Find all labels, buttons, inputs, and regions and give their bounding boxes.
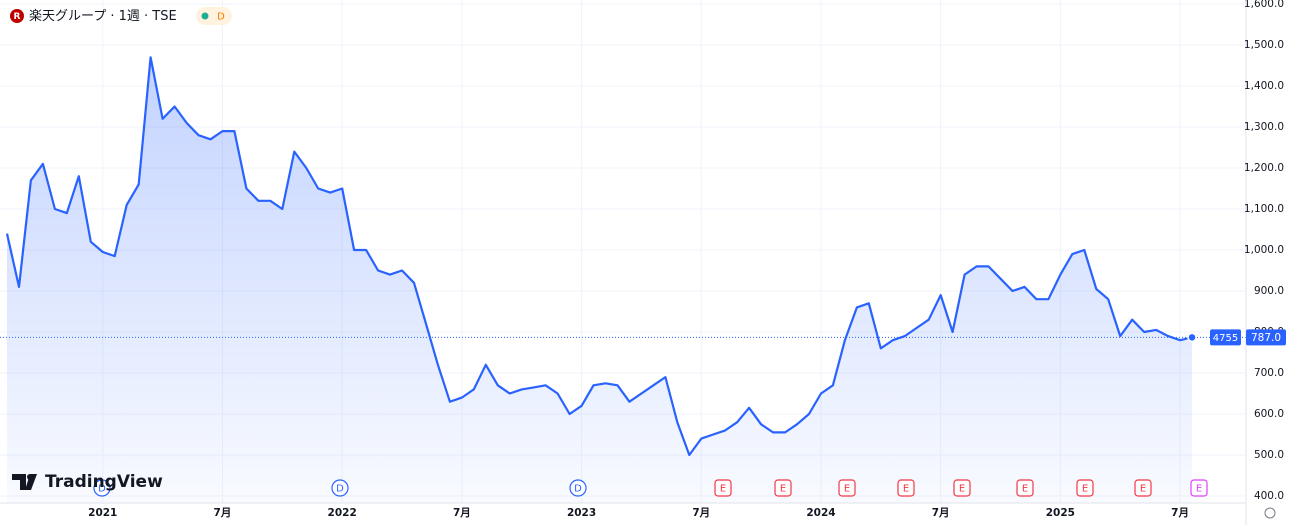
y-tick-label: 900.0: [1254, 285, 1284, 297]
y-tick-label: 1,600.0: [1244, 0, 1284, 10]
earnings-marker: [1016, 479, 1034, 497]
event-label: E: [903, 484, 909, 495]
x-tick-label: 2023: [567, 507, 596, 519]
x-tick-label: 2022: [328, 507, 357, 519]
brand-icon-dot: [27, 474, 33, 480]
ticker-label: 4755: [1213, 333, 1238, 344]
logo-letter: R: [14, 12, 21, 22]
last-price-box: [1246, 329, 1286, 346]
earnings-marker: [838, 479, 856, 497]
x-tick-label: 7月: [1171, 507, 1189, 519]
event-label: D: [98, 484, 106, 495]
x-tick-label: 7月: [932, 507, 950, 519]
ticker-box: [1210, 329, 1241, 346]
brand-logo[interactable]: TradingView: [12, 472, 163, 492]
y-tick-label: 1,400.0: [1244, 80, 1284, 92]
x-tick-label: 2025: [1046, 507, 1075, 519]
event-label: E: [1196, 484, 1202, 495]
y-tick-label: 1,500.0: [1244, 39, 1284, 51]
event-label: E: [1140, 484, 1146, 495]
earnings-marker: [774, 479, 792, 497]
chart-title: 楽天グループ · 1週 · TSE: [29, 8, 177, 24]
price-line: [5, 56, 1193, 457]
area-fill: [7, 57, 1193, 504]
y-tick-label: 1,100.0: [1244, 203, 1284, 215]
logo-icon: [10, 9, 24, 23]
earnings-marker: [1134, 479, 1152, 497]
event-label: E: [720, 484, 726, 495]
status-dot: [201, 12, 209, 20]
x-tick-label: 2021: [88, 507, 117, 519]
x-tick-label: 2024: [806, 507, 835, 519]
x-tick-label: 7月: [453, 507, 471, 519]
y-tick-label: 1,000.0: [1244, 244, 1284, 256]
event-label: E: [1022, 484, 1028, 495]
earnings-marker: [1190, 479, 1208, 497]
y-tick-label: 400.0: [1254, 490, 1284, 502]
event-label: E: [844, 484, 850, 495]
x-tick-label: 7月: [214, 507, 232, 519]
settings-icon[interactable]: [1264, 507, 1276, 519]
event-label: E: [959, 484, 965, 495]
earnings-marker: [714, 479, 732, 497]
last-price-dot: [1187, 332, 1197, 343]
event-label: D: [336, 484, 344, 495]
y-tick-label: 1,200.0: [1244, 162, 1284, 174]
status-badge-text: D: [217, 12, 225, 23]
earnings-marker: [1076, 479, 1094, 497]
brand-text: TradingView: [45, 472, 163, 492]
dividend-marker: [331, 479, 349, 497]
dividend-marker: [569, 479, 587, 497]
y-tick-label: 500.0: [1254, 449, 1284, 461]
y-tick-label: 600.0: [1254, 408, 1284, 420]
earnings-marker: [897, 479, 915, 497]
status-badge[interactable]: [196, 7, 232, 25]
y-tick-label: 1,300.0: [1244, 121, 1284, 133]
event-label: D: [574, 484, 582, 495]
event-label: E: [780, 484, 786, 495]
x-tick-label: 7月: [692, 507, 710, 519]
event-label: E: [1082, 484, 1088, 495]
y-tick-label: 700.0: [1254, 367, 1284, 379]
dividend-marker: [93, 479, 111, 497]
last-price-label: 787.0: [1251, 332, 1281, 344]
earnings-marker: [953, 479, 971, 497]
